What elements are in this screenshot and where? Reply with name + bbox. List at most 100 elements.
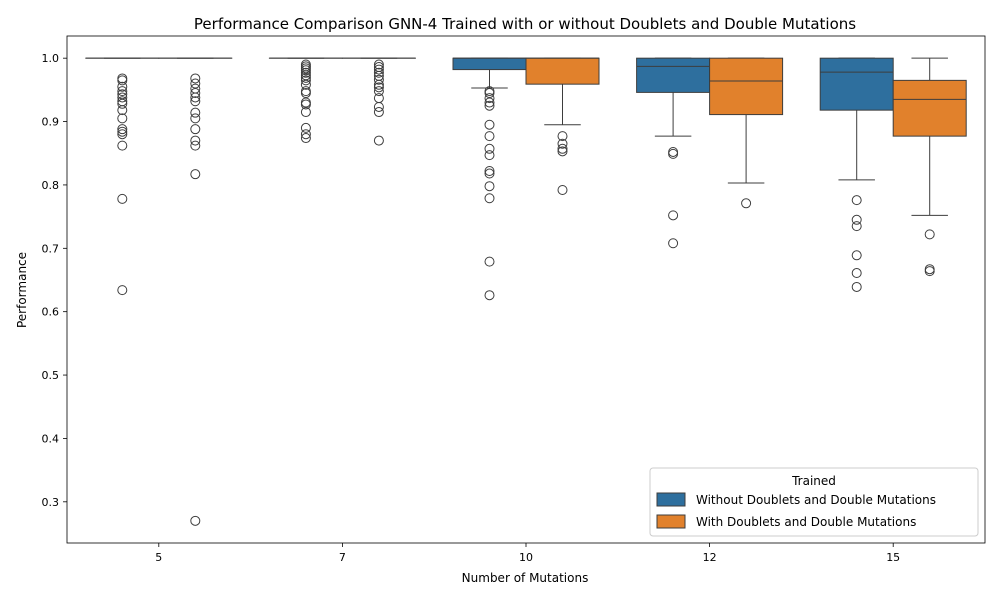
box-group-without-15 xyxy=(819,57,894,292)
outlier-point xyxy=(557,143,568,154)
outlier-point xyxy=(851,214,862,225)
outlier-point xyxy=(117,129,128,140)
legend-label: With Doublets and Double Mutations xyxy=(696,515,916,529)
outlier-point xyxy=(190,113,201,124)
outlier-point xyxy=(484,131,495,142)
chart-title: Performance Comparison GNN-4 Trained wit… xyxy=(194,15,856,33)
outlier-point xyxy=(190,515,201,526)
outlier-point xyxy=(190,140,201,151)
box xyxy=(525,57,600,85)
box-group-without-10 xyxy=(452,57,527,301)
box xyxy=(709,57,784,116)
y-tick-label: 0.6 xyxy=(42,306,60,319)
legend-frame xyxy=(649,467,979,537)
x-tick-label: 7 xyxy=(339,551,346,564)
y-tick-label: 0.4 xyxy=(42,432,60,445)
outlier-point xyxy=(117,92,128,103)
outlier-point xyxy=(373,79,384,90)
outlier-point xyxy=(851,195,862,206)
legend-label: Without Doublets and Double Mutations xyxy=(696,493,936,507)
outlier-point xyxy=(484,290,495,301)
box-group-with-5 xyxy=(158,57,233,526)
box xyxy=(819,57,894,111)
outlier-point xyxy=(300,79,311,90)
outlier-point xyxy=(117,126,128,137)
outlier-point xyxy=(190,73,201,84)
box-group-with-10 xyxy=(525,57,600,196)
axes: 0.3 0.4 0.5 0.6 0.7 0.8 0.9 1.0 5 7 10 12 15 xyxy=(42,52,901,564)
outlier-point xyxy=(117,98,128,109)
x-tick-label: 5 xyxy=(155,551,162,564)
outlier-point xyxy=(851,250,862,261)
outlier-point xyxy=(484,143,495,154)
y-tick-label: 0.8 xyxy=(42,179,60,192)
outlier-point xyxy=(484,193,495,204)
outlier-point xyxy=(190,78,201,89)
box xyxy=(636,57,711,93)
plot-area xyxy=(85,57,967,526)
outlier-point xyxy=(117,124,128,135)
legend-items: Without Doublets and Double Mutations Wit… xyxy=(656,492,936,529)
outlier-point xyxy=(373,67,384,78)
outlier-point xyxy=(300,70,311,81)
outlier-point xyxy=(117,75,128,86)
plot-frame xyxy=(66,35,986,544)
box-group-with-7 xyxy=(341,57,416,146)
outlier-point xyxy=(190,92,201,103)
outlier-point xyxy=(484,150,495,161)
outlier-point xyxy=(668,148,679,159)
outlier-point xyxy=(117,140,128,151)
outlier-point xyxy=(373,107,384,118)
box-group-with-15 xyxy=(892,57,967,277)
outlier-point xyxy=(484,168,495,179)
y-tick-label: 0.7 xyxy=(42,242,60,255)
outlier-point xyxy=(117,105,128,116)
outlier-point xyxy=(190,135,201,146)
outlier-point xyxy=(117,86,128,97)
box xyxy=(892,79,967,137)
outlier-point xyxy=(484,93,495,104)
outlier-point xyxy=(484,97,495,108)
outlier-point xyxy=(484,100,495,111)
outlier-point xyxy=(373,64,384,75)
outlier-point xyxy=(300,99,311,110)
outlier-point xyxy=(851,281,862,292)
outlier-point xyxy=(373,101,384,112)
outlier-point xyxy=(300,129,311,140)
outlier-point xyxy=(117,89,128,100)
legend-swatch xyxy=(656,514,686,529)
outlier-point xyxy=(924,266,935,277)
y-tick-label: 0.9 xyxy=(42,116,60,129)
outlier-point xyxy=(300,97,311,108)
outlier-point xyxy=(300,67,311,78)
outlier-point xyxy=(300,122,311,133)
outlier-point xyxy=(557,138,568,149)
outlier-point xyxy=(190,88,201,99)
box-group-with-12 xyxy=(709,57,784,209)
outlier-point xyxy=(373,59,384,70)
outlier-point xyxy=(484,88,495,99)
outlier-point xyxy=(300,75,311,86)
x-tick-label: 12 xyxy=(703,551,717,564)
legend-swatch xyxy=(656,492,686,507)
outlier-point xyxy=(300,72,311,83)
legend-title: Trained xyxy=(791,474,836,488)
outlier-point xyxy=(851,268,862,279)
outlier-point xyxy=(190,96,201,107)
box-group-without-7 xyxy=(268,57,343,144)
outlier-point xyxy=(924,264,935,275)
y-axis-label: Performance xyxy=(15,252,29,328)
outlier-point xyxy=(117,73,128,84)
outlier-point xyxy=(373,74,384,85)
x-tick-label: 15 xyxy=(886,551,900,564)
x-tick-label: 10 xyxy=(519,551,533,564)
outlier-point xyxy=(484,119,495,130)
outlier-point xyxy=(484,256,495,267)
outlier-point xyxy=(557,131,568,142)
outlier-point xyxy=(924,229,935,240)
outlier-point xyxy=(668,238,679,249)
outlier-point xyxy=(557,146,568,157)
outlier-point xyxy=(300,107,311,118)
outlier-point xyxy=(668,210,679,221)
